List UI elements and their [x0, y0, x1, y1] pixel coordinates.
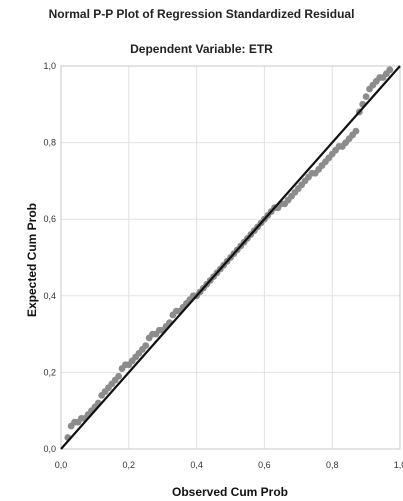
data-point: [352, 127, 360, 135]
data-point: [115, 372, 123, 380]
data-point: [362, 93, 370, 101]
data-points: [64, 66, 394, 441]
x-tick-label: 1,0: [394, 460, 403, 470]
y-tick-label: 0,8: [43, 138, 56, 148]
x-axis-label: Observed Cum Prob: [171, 485, 289, 499]
chart-title: Normal P-P Plot of Regression Standardiz…: [48, 7, 355, 21]
x-tick-label: 0,0: [55, 460, 68, 470]
y-axis-ticks: 0,0 0,2 0,4 0,6 0,8 1,0: [43, 61, 56, 454]
plot-frame: [60, 65, 401, 450]
y-tick-label: 0,0: [43, 444, 56, 454]
y-tick-label: 0,4: [43, 291, 56, 301]
y-axis-label: Expected Cum Prob: [25, 202, 39, 318]
x-tick-label: 0,8: [326, 460, 339, 470]
y-tick-label: 0,6: [43, 214, 56, 224]
data-point: [142, 342, 150, 349]
x-axis-ticks: 0,0 0,2 0,4 0,6 0,8 1,0: [55, 460, 403, 470]
y-tick-label: 1,0: [43, 61, 56, 71]
x-tick-label: 0,4: [190, 460, 203, 470]
x-tick-label: 0,2: [123, 460, 136, 470]
x-tick-label: 0,6: [258, 460, 271, 470]
chart-subtitle: Dependent Variable: ETR: [130, 42, 273, 56]
data-point: [386, 66, 394, 74]
y-tick-label: 0,2: [43, 367, 56, 377]
reference-line: [60, 65, 401, 450]
